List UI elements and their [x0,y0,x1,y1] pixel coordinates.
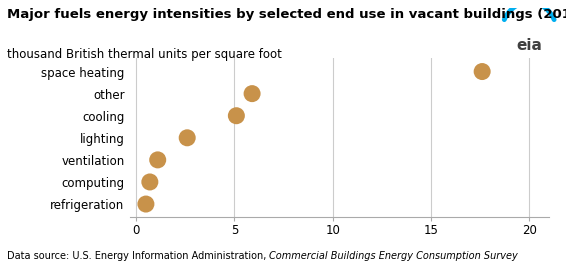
Point [247,91,256,96]
Point [232,114,241,118]
Point [183,136,192,140]
Text: Data source: U.S. Energy Information Administration,: Data source: U.S. Energy Information Adm… [7,251,269,261]
Text: Major fuels energy intensities by selected end use in vacant buildings (2018): Major fuels energy intensities by select… [7,8,566,21]
Point [478,69,487,74]
Point [153,158,162,162]
Text: thousand British thermal units per square foot: thousand British thermal units per squar… [7,48,282,61]
Text: eia: eia [516,38,542,53]
Text: Commercial Buildings Energy Consumption Survey: Commercial Buildings Energy Consumption … [269,251,518,261]
Point [142,202,151,206]
Point [145,180,155,184]
